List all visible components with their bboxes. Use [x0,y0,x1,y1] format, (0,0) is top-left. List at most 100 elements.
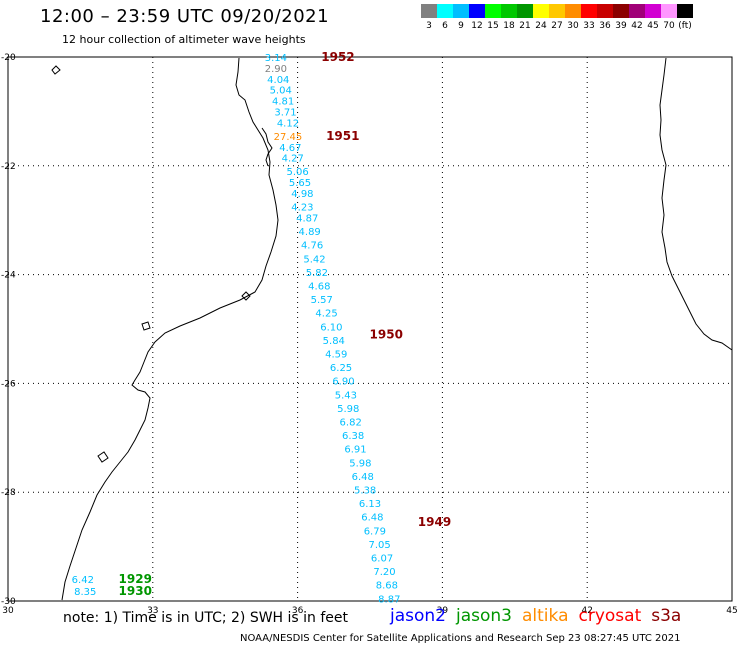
color-scale-label: 42 [631,21,643,31]
color-swatch [613,4,629,18]
color-swatch [661,4,677,18]
wave-height-value: 4.59 [325,349,347,360]
color-scale-label: 3 [426,21,432,31]
africa-coastline [61,57,279,601]
latitude-tick-label: -20 [1,53,16,63]
mission-legend: jason2 jason3 altika cryosat s3a [390,606,691,626]
wave-height-value: 5.43 [335,390,357,401]
wave-height-value: 5.42 [303,254,325,265]
wave-height-value: 6.13 [359,499,381,510]
wave-height-value: 2.90 [265,64,287,75]
inhambane-coastline [261,127,273,167]
latitude-tick-label: -28 [1,488,16,498]
longitude-tick-label: 30 [2,606,14,616]
color-scale-label: 9 [458,21,464,31]
wave-height-value: 5.38 [354,485,376,496]
wave-height-value: 4.25 [315,309,337,320]
color-scale-label: 70 [663,21,675,31]
wave-height-value: 5.57 [311,295,333,306]
color-scale-label: 33 [583,21,595,31]
mission-s3a: s3a [651,606,682,626]
color-swatch [597,4,613,18]
pass-time-label: 1951 [326,129,359,143]
wave-height-value: 7.20 [373,567,395,578]
wave-height-value: 4.68 [308,281,330,292]
mission-altika: altika [522,606,569,626]
wave-height-value: 5.84 [323,336,345,347]
wave-height-value: 5.04 [270,86,292,97]
wave-height-value: 8.68 [376,581,398,592]
color-swatch [677,4,693,18]
small-island-3 [97,451,109,463]
wave-height-value: 3.71 [274,107,296,118]
color-scale-label: 15 [487,21,499,31]
color-scale-label: 6 [442,21,448,31]
pass-time-label: 1929 [119,572,152,586]
color-swatch [629,4,645,18]
pass-time-label: 1952 [321,50,354,64]
longitude-tick-label: 33 [147,606,158,616]
wave-height-value: 6.07 [371,553,393,564]
wave-height-value: 6.91 [344,445,366,456]
wave-height-points: 3.142.904.045.044.813.714.1227.454.674.2… [72,53,401,605]
wave-height-value: 4.89 [299,227,321,238]
color-scale-label: 27 [551,21,563,31]
pass-time-label: 1930 [119,584,152,598]
small-island-1 [51,65,61,75]
wave-height-value: 6.79 [364,526,386,537]
wave-height-value: 4.04 [267,75,289,86]
color-swatch [437,4,453,18]
wave-height-value: 4.12 [277,118,299,129]
wave-height-value: 6.10 [320,322,342,333]
color-scale-label: 45 [647,21,659,31]
page-subtitle: 12 hour collection of altimeter wave hei… [62,33,306,46]
color-swatch [581,4,597,18]
mission-jason2: jason2 [390,606,446,626]
mission-cryosat: cryosat [578,606,642,626]
wave-height-value: 8.87 [378,594,400,605]
mission-jason3: jason3 [456,606,512,626]
wave-height-value: 6.48 [352,472,374,483]
color-scale-label: 36 [599,21,611,31]
small-island-2 [141,321,151,331]
color-swatch [549,4,565,18]
credit-line: NOAA/NESDIS Center for Satellite Applica… [240,633,681,644]
color-scale-label: 30 [567,21,579,31]
color-swatch [645,4,661,18]
wave-height-value: 4.23 [291,203,313,214]
color-swatch [533,4,549,18]
wave-height-value: 4.81 [272,97,294,108]
color-scale-label: 12 [471,21,483,31]
wave-height-value: 5.98 [337,404,359,415]
longitude-tick-label: 39 [437,606,449,616]
color-swatch [517,4,533,18]
wave-height-value: 4.98 [291,189,313,200]
map-frame [7,56,733,602]
small-island-4 [241,291,251,301]
color-swatch [453,4,469,18]
color-swatch [485,4,501,18]
wave-height-value: 27.45 [274,132,303,143]
wave-height-value: 7.05 [369,540,391,551]
color-swatch [421,4,437,18]
wave-height-value: 6.38 [342,431,364,442]
wave-height-value: 6.42 [72,575,94,586]
wave-height-value: 5.98 [349,458,371,469]
map-gridlines [7,56,733,602]
color-scale-label: 18 [503,21,515,31]
wave-height-value: 5.06 [286,167,308,178]
wave-height-value: 6.90 [332,377,354,388]
latitude-tick-label: -30 [1,597,16,607]
color-scale-label: (ft) [678,21,692,31]
color-scale-label: 39 [615,21,627,31]
longitude-tick-label: 42 [581,606,592,616]
pass-time-label: 1949 [418,515,451,529]
pass-time-label: 1950 [370,327,403,341]
wave-height-value: 4.87 [296,213,318,224]
wave-height-value: 6.25 [330,363,352,374]
wave-height-value: 4.67 [279,143,301,154]
color-scale-bar [421,4,693,18]
